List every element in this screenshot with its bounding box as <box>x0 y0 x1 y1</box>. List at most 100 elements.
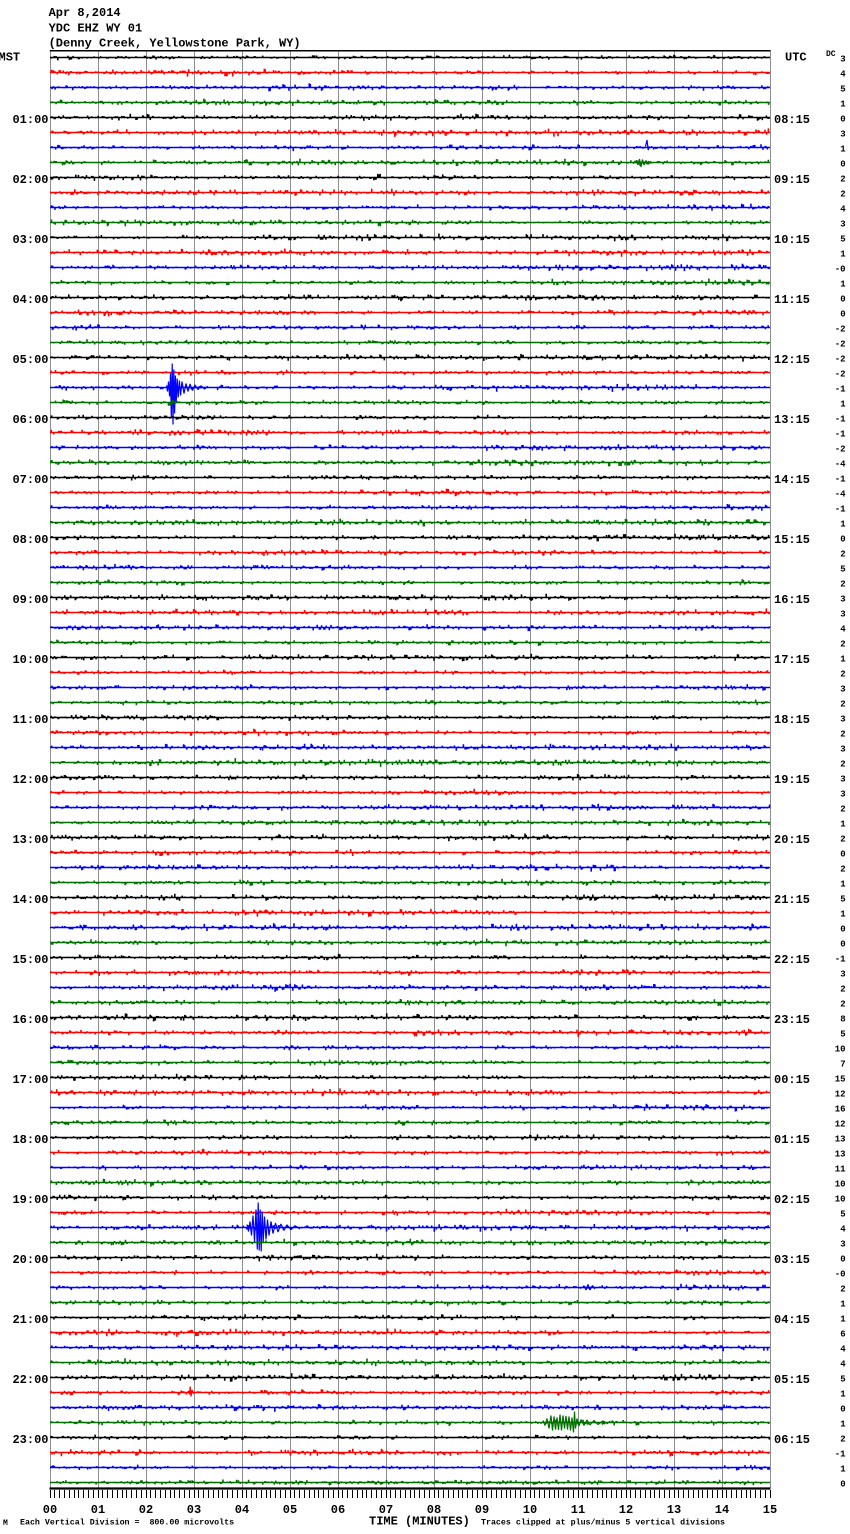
svg-text:2: 2 <box>840 730 845 740</box>
svg-text:08:15: 08:15 <box>774 113 810 127</box>
svg-text:5: 5 <box>840 1375 845 1385</box>
svg-text:12: 12 <box>619 1503 633 1517</box>
svg-text:3: 3 <box>840 685 845 695</box>
svg-text:2: 2 <box>840 835 845 845</box>
svg-text:10:00: 10:00 <box>12 653 48 667</box>
svg-text:1: 1 <box>840 145 846 155</box>
svg-text:3: 3 <box>840 715 845 725</box>
svg-text:15: 15 <box>835 1075 846 1085</box>
svg-text:22:00: 22:00 <box>12 1373 48 1387</box>
svg-text:5: 5 <box>840 85 845 95</box>
svg-text:05:00: 05:00 <box>12 353 48 367</box>
svg-text:5: 5 <box>840 1030 845 1040</box>
svg-text:-1: -1 <box>835 430 846 440</box>
svg-text:01: 01 <box>91 1503 105 1517</box>
svg-text:2: 2 <box>840 175 845 185</box>
svg-text:2: 2 <box>840 1000 845 1010</box>
svg-text:13: 13 <box>667 1503 681 1517</box>
svg-text:8: 8 <box>840 1015 845 1025</box>
svg-text:2: 2 <box>840 670 845 680</box>
svg-text:2: 2 <box>840 1435 845 1445</box>
svg-text:12:15: 12:15 <box>774 353 810 367</box>
svg-text:04:15: 04:15 <box>774 1313 810 1327</box>
svg-text:0: 0 <box>840 940 845 950</box>
svg-text:0: 0 <box>840 1405 845 1415</box>
svg-text:2: 2 <box>840 640 845 650</box>
svg-text:1: 1 <box>840 520 846 530</box>
svg-text:18:00: 18:00 <box>12 1133 48 1147</box>
svg-text:-1: -1 <box>835 475 846 485</box>
svg-text:DC: DC <box>826 50 836 59</box>
svg-text:0: 0 <box>840 925 845 935</box>
svg-text:10: 10 <box>835 1045 846 1055</box>
svg-text:1: 1 <box>840 655 846 665</box>
svg-text:3: 3 <box>840 790 845 800</box>
svg-text:1: 1 <box>840 1300 846 1310</box>
svg-text:-2: -2 <box>835 445 846 455</box>
svg-text:5: 5 <box>840 565 845 575</box>
svg-text:12: 12 <box>835 1090 846 1100</box>
svg-text:-4: -4 <box>835 490 846 500</box>
svg-text:1: 1 <box>840 1420 846 1430</box>
svg-text:-1: -1 <box>835 505 846 515</box>
svg-text:10: 10 <box>835 1180 846 1190</box>
svg-text:-1: -1 <box>835 1450 846 1460</box>
svg-text:16:15: 16:15 <box>774 593 810 607</box>
svg-text:11:15: 11:15 <box>774 293 810 307</box>
svg-text:07:00: 07:00 <box>12 473 48 487</box>
svg-text:02:00: 02:00 <box>12 173 48 187</box>
svg-text:2: 2 <box>840 190 845 200</box>
svg-text:2: 2 <box>840 805 845 815</box>
svg-text:1: 1 <box>840 100 846 110</box>
svg-text:08:00: 08:00 <box>12 533 48 547</box>
svg-text:21:00: 21:00 <box>12 1313 48 1327</box>
svg-text:Traces clipped at plus/minus 5: Traces clipped at plus/minus 5 vertical … <box>481 1518 725 1528</box>
svg-text:12: 12 <box>835 1120 846 1130</box>
svg-text:1: 1 <box>840 400 846 410</box>
svg-text:01:00: 01:00 <box>12 113 48 127</box>
svg-text:20:00: 20:00 <box>12 1253 48 1267</box>
svg-text:18:15: 18:15 <box>774 713 810 727</box>
svg-text:0: 0 <box>840 160 845 170</box>
svg-text:13:15: 13:15 <box>774 413 810 427</box>
svg-text:09:00: 09:00 <box>12 593 48 607</box>
svg-text:10:15: 10:15 <box>774 233 810 247</box>
svg-text:03:00: 03:00 <box>12 233 48 247</box>
svg-text:3: 3 <box>840 775 845 785</box>
svg-text:Apr 8,2014: Apr 8,2014 <box>49 6 121 20</box>
svg-text:-1: -1 <box>835 955 846 965</box>
svg-text:09: 09 <box>475 1503 489 1517</box>
svg-text:1: 1 <box>840 1465 846 1475</box>
svg-text:21:15: 21:15 <box>774 893 810 907</box>
svg-text:08: 08 <box>427 1503 441 1517</box>
svg-text:-2: -2 <box>835 370 846 380</box>
svg-text:1: 1 <box>840 820 846 830</box>
svg-text:20:15: 20:15 <box>774 833 810 847</box>
svg-text:04:00: 04:00 <box>12 293 48 307</box>
svg-text:0: 0 <box>840 295 845 305</box>
svg-text:16:00: 16:00 <box>12 1013 48 1027</box>
svg-text:15:00: 15:00 <box>12 953 48 967</box>
svg-text:-2: -2 <box>835 325 846 335</box>
svg-text:1: 1 <box>840 880 846 890</box>
svg-text:3: 3 <box>840 595 845 605</box>
svg-text:2: 2 <box>840 760 845 770</box>
svg-text:5: 5 <box>840 895 845 905</box>
svg-text:0: 0 <box>840 535 845 545</box>
svg-text:4: 4 <box>840 1225 846 1235</box>
svg-text:0: 0 <box>840 850 845 860</box>
svg-text:-0: -0 <box>835 265 846 275</box>
svg-text:23:00: 23:00 <box>12 1433 48 1447</box>
svg-text:15: 15 <box>763 1503 777 1517</box>
svg-text:0: 0 <box>840 1255 845 1265</box>
svg-text:3: 3 <box>840 745 845 755</box>
svg-text:13: 13 <box>835 1150 846 1160</box>
svg-text:19:00: 19:00 <box>12 1193 48 1207</box>
svg-text:-1: -1 <box>835 415 846 425</box>
svg-text:0: 0 <box>840 1480 845 1490</box>
svg-text:0: 0 <box>840 310 845 320</box>
svg-text:19:15: 19:15 <box>774 773 810 787</box>
svg-text:5: 5 <box>840 235 845 245</box>
svg-text:13:00: 13:00 <box>12 833 48 847</box>
svg-text:-0: -0 <box>835 1270 846 1280</box>
